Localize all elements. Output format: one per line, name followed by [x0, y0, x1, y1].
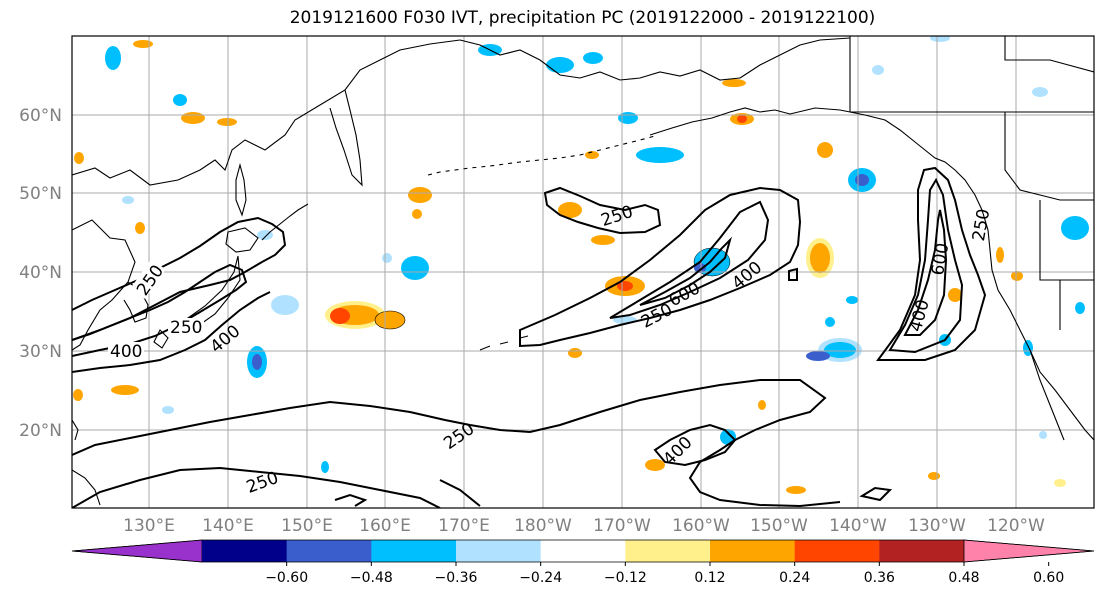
colorbar-bin	[202, 540, 288, 562]
colorbar-bin	[456, 540, 542, 562]
lon-label: 160°E	[359, 516, 411, 536]
lon-label: 170°W	[593, 516, 651, 536]
colorbar-tick-label: −0.24	[519, 570, 562, 586]
lon-label: 140°W	[829, 516, 887, 536]
lon-label: 150°W	[750, 516, 808, 536]
colorbar: −0.60 −0.48 −0.36 −0.24 −0.12 0.12 0.24 0.36 0.4…	[71, 539, 1095, 586]
coastlines	[72, 36, 1094, 506]
colorbar-tick-label: 0.36	[864, 570, 895, 586]
lat-label: 20°N	[19, 421, 62, 441]
lat-label: 60°N	[19, 106, 62, 126]
lat-label: 40°N	[19, 263, 62, 283]
map-title: 2019121600 F030 IVT, precipitation PC (2…	[289, 8, 876, 28]
colorbar-extension-high	[963, 539, 1095, 563]
lon-label: 150°E	[281, 516, 333, 536]
longitude-labels: 130°E 140°E 150°E 160°E 170°E 180°W 170°…	[123, 516, 1045, 536]
colorbar-tick-label: 0.12	[694, 570, 725, 586]
precipitation-anomaly-patches	[73, 36, 1089, 494]
colorbar-bin	[879, 540, 965, 562]
lat-label: 50°N	[19, 184, 62, 204]
contour-label: 250	[170, 318, 202, 338]
lon-label: 120°W	[987, 516, 1045, 536]
colorbar-bin	[710, 540, 796, 562]
lon-label: 140°E	[202, 516, 254, 536]
colorbar-tick-label: −0.12	[604, 570, 647, 586]
lon-label: 130°E	[123, 516, 175, 536]
colorbar-tick-label: −0.36	[435, 570, 478, 586]
colorbar-bin	[371, 540, 457, 562]
lat-label: 30°N	[19, 342, 62, 362]
colorbar-bin	[286, 540, 372, 562]
colorbar-extension-low	[71, 539, 203, 563]
map-frame	[71, 35, 1095, 509]
colorbar-bin	[794, 540, 880, 562]
latitude-labels: 60°N 50°N 40°N 30°N 20°N	[19, 106, 62, 441]
colorbar-tick-label: 0.24	[779, 570, 810, 586]
lon-label: 160°W	[672, 516, 730, 536]
colorbar-outline	[71, 539, 1095, 563]
colorbar-bin	[625, 540, 711, 562]
contour-label: 400	[110, 342, 142, 362]
colorbar-tick-label: 0.60	[1033, 570, 1064, 586]
lon-label: 180°W	[514, 516, 572, 536]
lon-label: 170°E	[438, 516, 490, 536]
lon-label: 130°W	[908, 516, 966, 536]
colorbar-tick-label: 0.48	[948, 570, 979, 586]
colorbar-tick-label: −0.60	[265, 570, 308, 586]
colorbar-tick-label: −0.48	[350, 570, 393, 586]
colorbar-bin	[540, 540, 626, 562]
